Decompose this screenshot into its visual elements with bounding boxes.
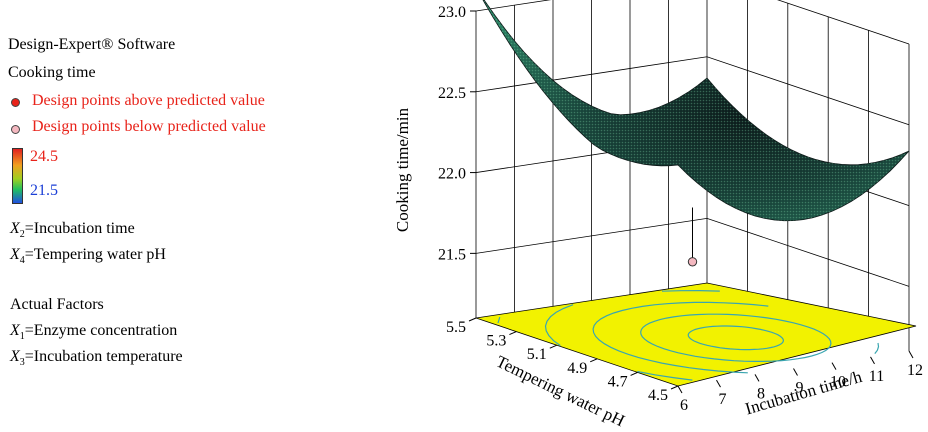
response-surface bbox=[482, 0, 910, 222]
x-tick bbox=[793, 368, 798, 376]
design-points bbox=[687, 207, 698, 267]
factor-x3-label: X3=Incubation temperature bbox=[10, 348, 183, 369]
y-tick bbox=[509, 331, 517, 336]
x-tick bbox=[870, 356, 875, 365]
software-label: Design-Expert® Software bbox=[8, 36, 176, 53]
z-axis-title: Cooking time/min bbox=[393, 107, 412, 232]
y-tick bbox=[549, 344, 557, 349]
x-tick-label: 11 bbox=[869, 368, 884, 385]
above-point-marker-icon bbox=[11, 98, 20, 107]
below-point-marker-icon bbox=[11, 125, 20, 134]
color-scale-min: 21.5 bbox=[30, 182, 58, 199]
x-tick bbox=[908, 350, 914, 359]
surface-mesh-texture bbox=[483, 0, 909, 221]
axis-ticks: 21.5 22.0 22.5 23.0 6 7 8 9 10 11 12 4.5 4.7 4.9 5.1 5.… bbox=[438, 4, 923, 414]
floor-contour-line bbox=[640, 313, 832, 362]
x-tick-label: 6 bbox=[680, 397, 688, 414]
y-tick bbox=[630, 371, 638, 376]
x-tick-label: 9 bbox=[796, 380, 804, 397]
y-tick bbox=[590, 358, 598, 363]
x-tick bbox=[677, 385, 683, 394]
z-tick-label: 21.5 bbox=[438, 246, 466, 263]
y-axis-title: Tempering water pH bbox=[493, 352, 628, 431]
z-tick-label: 22.5 bbox=[438, 85, 466, 102]
x-tick-label: 10 bbox=[830, 374, 846, 391]
factor-x2-label: X2=Incubation time bbox=[10, 220, 135, 241]
y-tick-label: 5.3 bbox=[486, 333, 506, 350]
z-tick-label: 22.0 bbox=[438, 166, 466, 183]
y-tick bbox=[468, 317, 477, 322]
color-scale-bar bbox=[12, 148, 23, 204]
x-tick bbox=[831, 362, 837, 370]
y-tick-label: 5.5 bbox=[446, 319, 466, 336]
floor-contour-line bbox=[687, 325, 785, 351]
y-tick-label: 4.7 bbox=[608, 373, 628, 390]
design-point bbox=[687, 257, 698, 267]
x-tick bbox=[754, 374, 760, 382]
z-gridline bbox=[475, 0, 910, 45]
below-point-label: Design points below predicted value bbox=[32, 118, 266, 135]
x-tick-label: 7 bbox=[719, 391, 727, 408]
floor-contour-line bbox=[592, 301, 880, 374]
actual-factors-heading: Actual Factors bbox=[10, 296, 104, 313]
floor-contour-plane bbox=[475, 282, 917, 387]
response-label: Cooking time bbox=[8, 64, 96, 81]
above-point-label: Design points above predicted value bbox=[32, 92, 265, 109]
color-scale-max: 24.5 bbox=[30, 148, 58, 165]
response-surface-plot: 21.5 22.0 22.5 23.0 6 7 8 9 10 11 12 4.5 4.7 4.9 5.1 5.… bbox=[393, 0, 923, 431]
y-tick-label: 4.9 bbox=[567, 360, 587, 377]
z-tick-label: 23.0 bbox=[438, 4, 466, 21]
legend-panel: Design-Expert® Software Cooking time Des… bbox=[0, 0, 360, 432]
y-tick-label: 4.5 bbox=[648, 387, 668, 404]
factor-x4-label: X4=Tempering water pH bbox=[10, 246, 166, 267]
x-tick bbox=[716, 379, 721, 388]
y-tick-label: 5.1 bbox=[527, 346, 547, 363]
floor-contour-line bbox=[544, 289, 720, 381]
floor-contour-line bbox=[497, 316, 501, 324]
x-tick-label: 8 bbox=[757, 385, 765, 402]
floor-plane bbox=[475, 282, 917, 387]
x-tick-label: 12 bbox=[907, 362, 923, 379]
y-tick bbox=[670, 385, 679, 390]
factor-x1-label: X1=Enzyme concentration bbox=[10, 322, 178, 343]
